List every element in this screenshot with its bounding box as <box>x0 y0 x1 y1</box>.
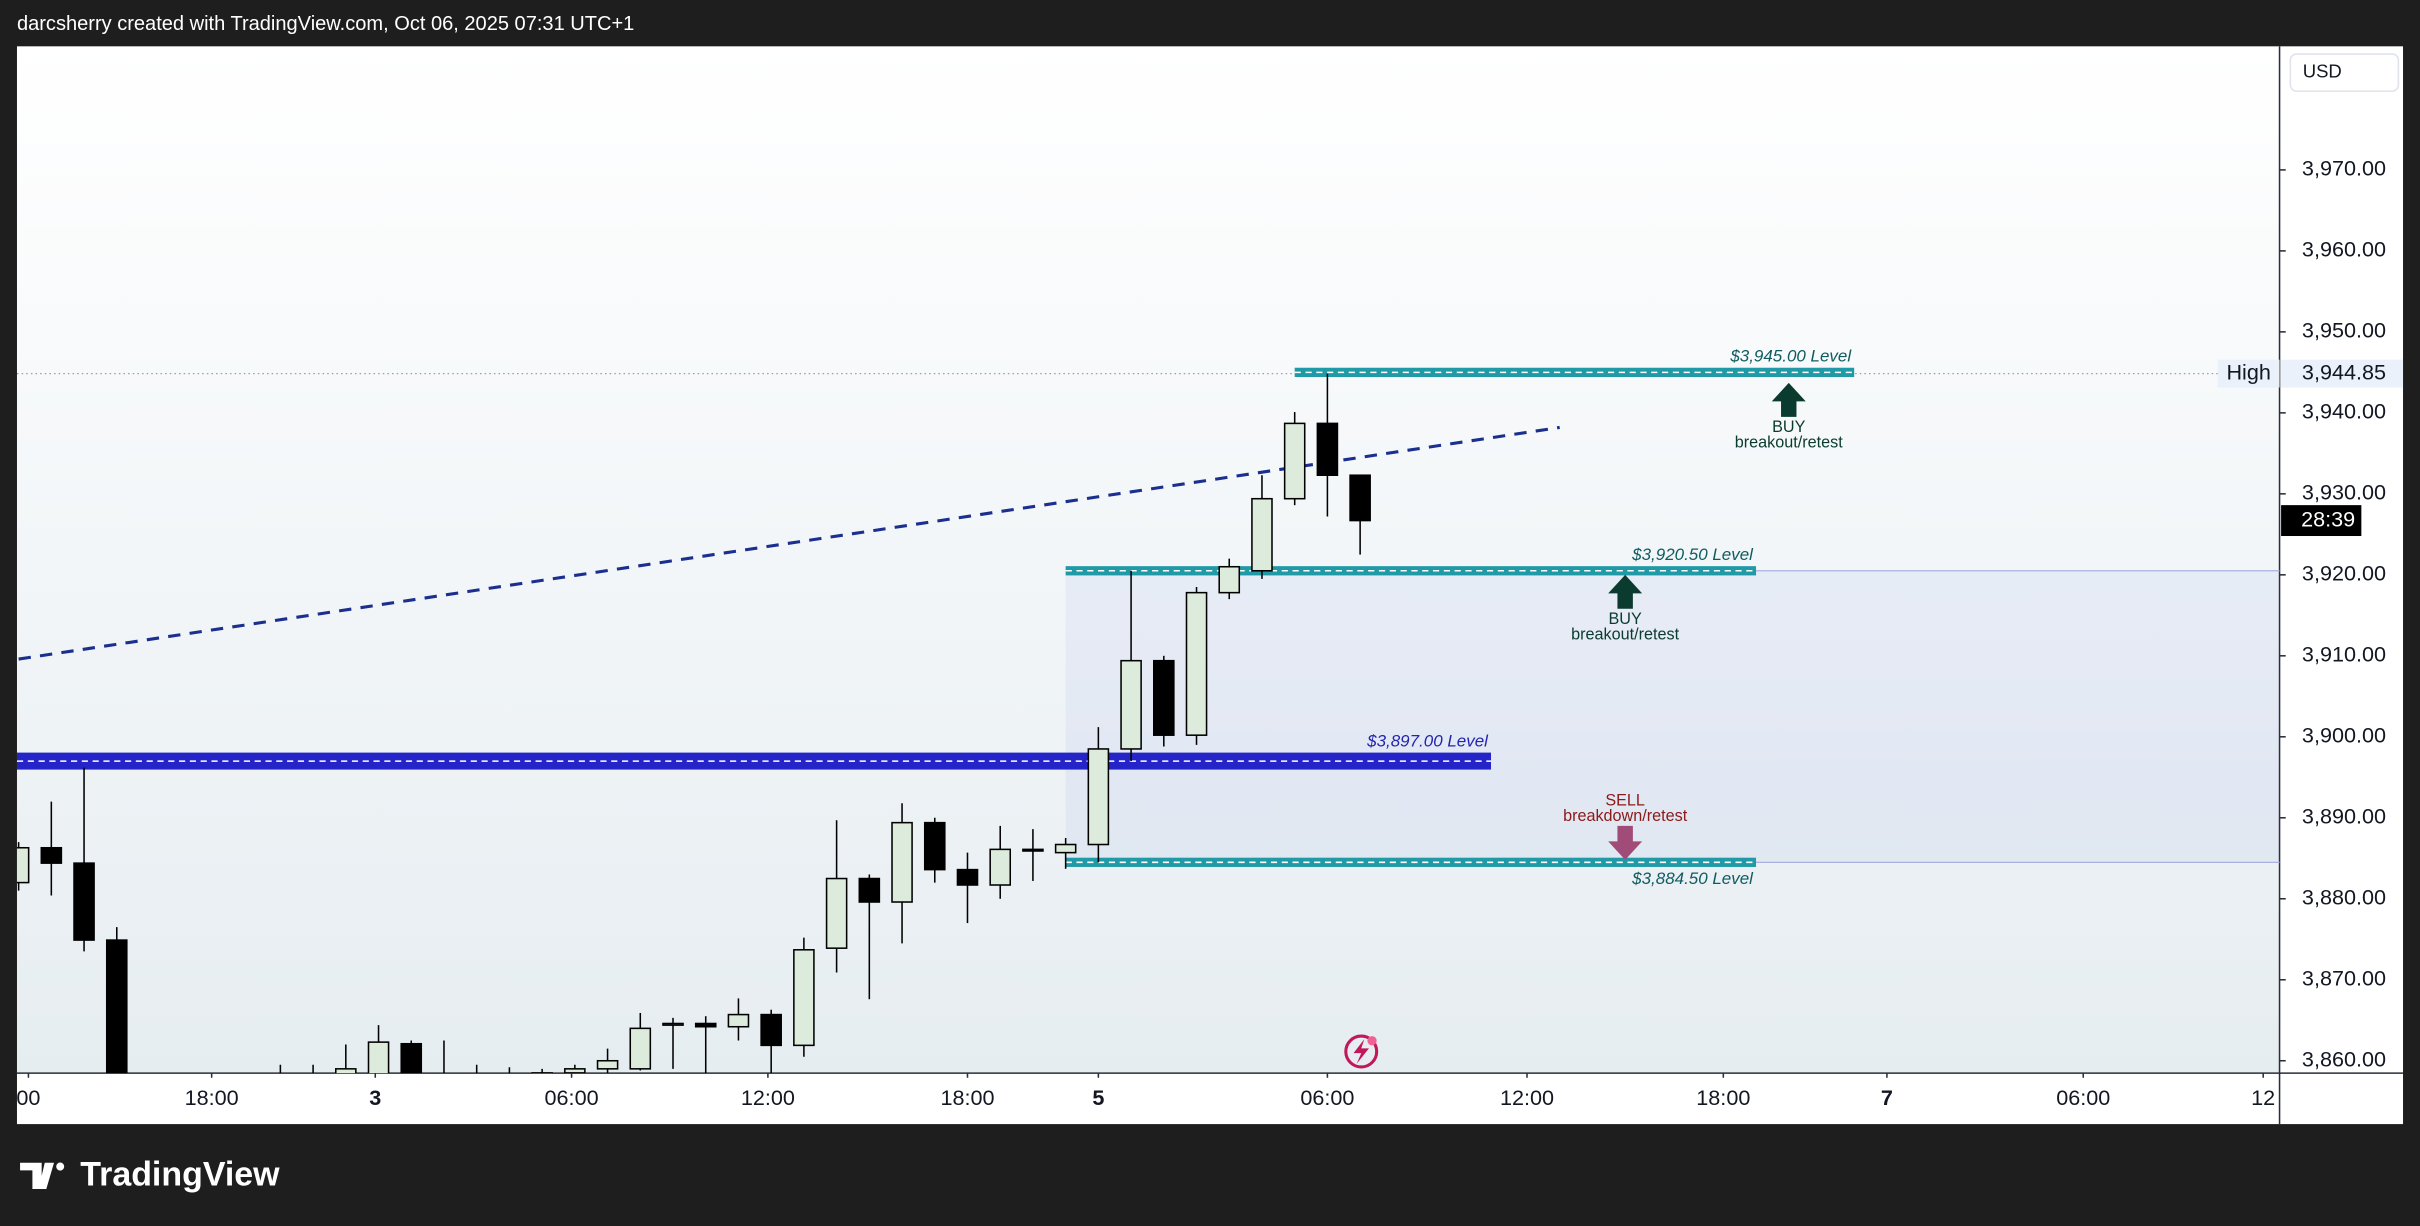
x-tick-label: 18:00 <box>185 1085 239 1110</box>
y-tick-label: 3,910.00 <box>2302 642 2386 667</box>
currency[interactable]: USD <box>2303 60 2342 81</box>
y-tick-label: 3,950.00 <box>2302 318 2386 343</box>
currency-button[interactable] <box>2289 53 2400 92</box>
high-price: 3,944.85 <box>2302 359 2386 384</box>
x-tick-label: 12:00 <box>1500 1085 1554 1110</box>
candle-body <box>367 1041 390 1074</box>
footer-logo: TradingView <box>20 1156 280 1194</box>
y-tick-label: 3,880.00 <box>2302 884 2386 909</box>
y-tick-label: 3,920.00 <box>2302 561 2386 586</box>
annotation-text: BUY <box>1772 418 1805 436</box>
flash-icon <box>1344 1034 1379 1069</box>
candle-body <box>596 1059 619 1070</box>
annotation-arrow <box>1771 382 1806 417</box>
y-tick-label: 3,940.00 <box>2302 399 2386 424</box>
time-axis <box>16 1073 2404 1125</box>
candle-body <box>531 1072 553 1074</box>
candle-body <box>727 1013 750 1028</box>
x-tick-label: 12 <box>2251 1085 2275 1110</box>
countdown: 28:39 <box>2301 506 2355 531</box>
level-band <box>1294 367 1855 378</box>
candle-body <box>16 846 30 884</box>
level-label: $3,897.00 Level <box>1366 731 1489 750</box>
annotation-text: BUY <box>1609 610 1642 628</box>
candle-body <box>662 1022 684 1026</box>
annotation-subtext: breakdown/retest <box>1563 807 1688 825</box>
candle-body <box>1316 422 1339 476</box>
candle-body <box>956 868 979 886</box>
candle-body <box>629 1027 652 1070</box>
candle-body <box>760 1013 782 1047</box>
plot-area <box>16 46 2280 1074</box>
x-tick-label: 06:00 <box>1300 1085 1354 1110</box>
x-tick-label: 5 <box>1092 1085 1104 1110</box>
x-tick-label: 3 <box>369 1085 381 1110</box>
candle-body <box>989 848 1012 886</box>
candle-body <box>1087 748 1110 846</box>
candle-body <box>335 1068 357 1074</box>
candle-body <box>1218 565 1241 594</box>
countdown-box <box>2281 505 2362 537</box>
level-band <box>1065 857 1757 867</box>
footer-logo-text: TradingView <box>80 1156 280 1194</box>
candle-body <box>1153 659 1175 736</box>
candle-body <box>40 846 63 864</box>
high-price-box <box>2281 359 2404 388</box>
candle-body <box>1283 422 1306 500</box>
candle-body <box>891 821 913 903</box>
y-tick-label: 3,930.00 <box>2302 480 2386 505</box>
x-tick-label: 00 <box>16 1085 40 1110</box>
high-name: High <box>2226 359 2270 384</box>
annotation-arrow <box>1608 574 1643 609</box>
annotation-text: SELL <box>1605 792 1645 810</box>
header-text: darcsherry created with TradingView.com,… <box>17 13 634 35</box>
level-band <box>1065 566 1757 576</box>
candle-body <box>793 949 815 1047</box>
level-label: $3,945.00 Level <box>1729 346 1852 365</box>
y-tick-label: 3,890.00 <box>2302 803 2386 828</box>
candle-body <box>1251 497 1273 572</box>
plot: $3,945.00 Level $3,920.50 Level $3,897.00 … <box>16 346 2280 1074</box>
x-tick-label: 18:00 <box>940 1085 994 1110</box>
level-label: $3,884.50 Level <box>1631 869 1754 888</box>
candle-body <box>1349 474 1371 522</box>
candle-body <box>1120 659 1142 750</box>
candle-body <box>105 939 128 1074</box>
price-axis <box>2279 46 2404 1074</box>
candle-body <box>564 1068 586 1074</box>
x-tick-label: 12:00 <box>741 1085 795 1110</box>
x-tick-label: 06:00 <box>545 1085 599 1110</box>
high-name-box <box>2217 359 2280 388</box>
x-tick-label: 7 <box>1881 1085 1893 1110</box>
y-tick-label: 3,900.00 <box>2302 723 2386 748</box>
candle-body <box>923 821 946 871</box>
candle-body <box>400 1042 423 1074</box>
candle-body <box>1185 591 1208 736</box>
x-tick-label: 18:00 <box>1696 1085 1750 1110</box>
annotation-arrow <box>1608 825 1643 860</box>
x-tick-label: 06:00 <box>2056 1085 2110 1110</box>
level-label: $3,920.50 Level <box>1631 545 1754 564</box>
candle-body <box>825 877 848 949</box>
zone <box>1065 570 2280 863</box>
y-tick-label: 3,870.00 <box>2302 965 2386 990</box>
annotation-subtext: breakout/retest <box>1571 625 1679 643</box>
candle-body <box>1054 843 1077 854</box>
y-tick-label: 3,960.00 <box>2302 237 2386 262</box>
annotation-subtext: breakout/retest <box>1735 433 1843 451</box>
y-tick-label: 3,970.00 <box>2302 156 2386 181</box>
candle-body <box>694 1022 717 1028</box>
candle-body <box>73 862 95 941</box>
candle-body <box>1022 848 1044 852</box>
candle-body <box>858 877 881 903</box>
y-tick-label: 3,860.00 <box>2302 1046 2386 1071</box>
